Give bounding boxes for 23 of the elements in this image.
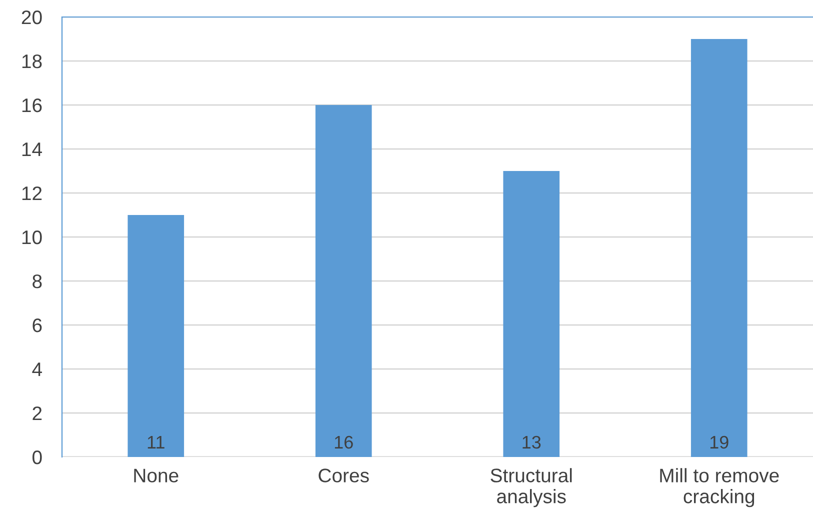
y-tick-label: 14 bbox=[22, 142, 42, 156]
y-tick-label: 8 bbox=[32, 274, 42, 288]
bar bbox=[503, 171, 560, 457]
y-tick-label: 18 bbox=[22, 54, 42, 68]
x-tick-label: None bbox=[134, 468, 178, 482]
bar bbox=[690, 39, 748, 457]
bar bbox=[128, 215, 184, 457]
data-label: 19 bbox=[710, 436, 728, 449]
data-label: 13 bbox=[522, 436, 541, 449]
y-tick-label: 0 bbox=[32, 450, 42, 464]
y-tick-label: 4 bbox=[32, 362, 42, 376]
data-label: 11 bbox=[148, 436, 164, 448]
y-tick-label: 6 bbox=[32, 318, 42, 332]
y-tick-label: 16 bbox=[22, 98, 42, 112]
y-tick-label: 10 bbox=[22, 230, 42, 244]
y-tick-label: 2 bbox=[32, 406, 42, 420]
x-tick-label: Cores bbox=[318, 468, 369, 482]
y-tick-label: 12 bbox=[22, 186, 42, 200]
x-tick-label: Structural analysis bbox=[490, 468, 572, 508]
y-tick-label: 20 bbox=[22, 10, 42, 24]
bar bbox=[315, 105, 372, 457]
data-label: 16 bbox=[334, 436, 353, 449]
x-tick-label: Mill to remove cracking bbox=[660, 468, 779, 508]
